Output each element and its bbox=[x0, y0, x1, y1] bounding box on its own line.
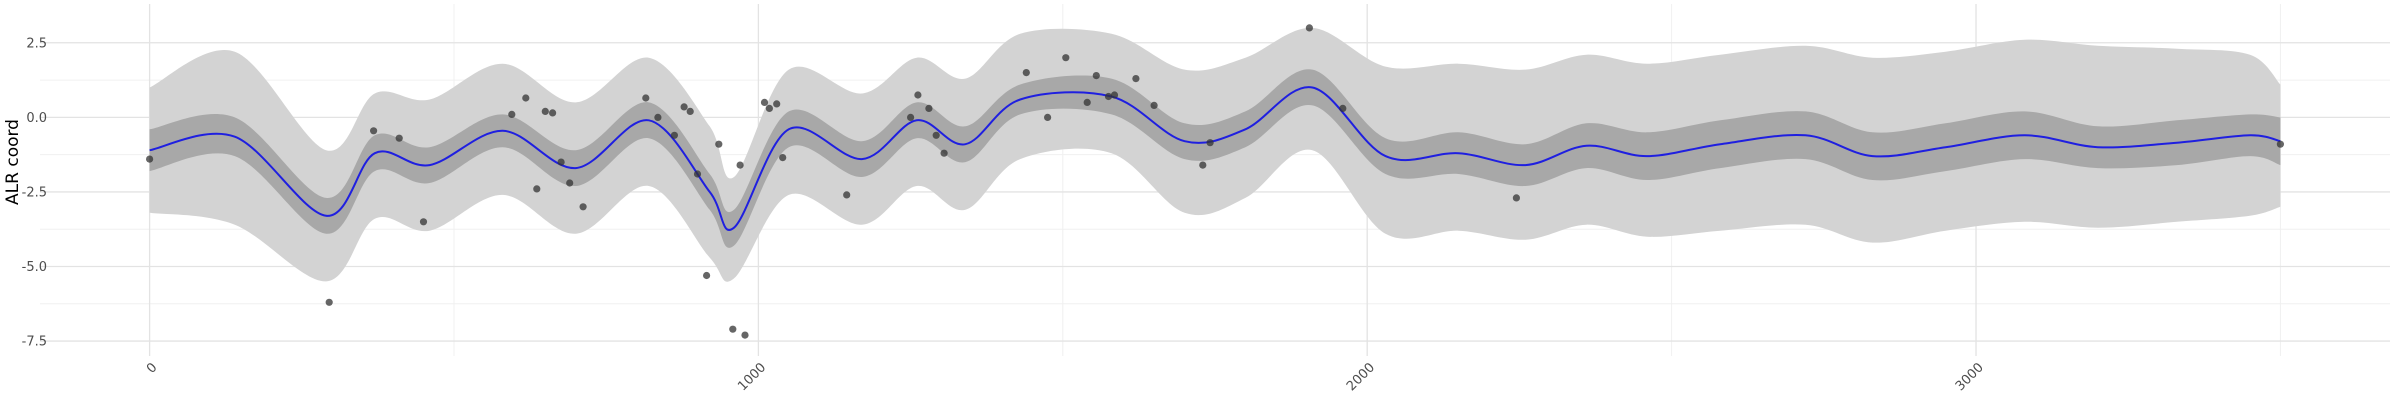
data-point bbox=[2276, 140, 2284, 148]
data-point bbox=[579, 203, 587, 211]
data-point bbox=[932, 131, 940, 139]
y-tick-label: 0.0 bbox=[26, 111, 47, 126]
data-point bbox=[1339, 104, 1347, 112]
data-point bbox=[1512, 194, 1520, 202]
data-point bbox=[907, 113, 915, 121]
x-tick-label: 0 bbox=[144, 360, 160, 376]
y-tick-label: 2.5 bbox=[26, 36, 47, 51]
data-point bbox=[557, 158, 565, 166]
data-point bbox=[925, 104, 933, 112]
mean-line bbox=[149, 86, 2281, 231]
data-point bbox=[146, 155, 154, 163]
data-point bbox=[765, 104, 774, 112]
data-point bbox=[760, 98, 769, 106]
data-point bbox=[729, 325, 737, 333]
observations bbox=[146, 24, 2284, 339]
data-point bbox=[1110, 91, 1119, 99]
data-point bbox=[325, 298, 333, 306]
data-point bbox=[533, 185, 541, 193]
y-axis-tick-labels: -7.5 -5.0 -2.5 0.0 2.5 bbox=[22, 36, 47, 349]
y-tick-label: -2.5 bbox=[22, 185, 47, 200]
data-point bbox=[549, 109, 557, 117]
data-point bbox=[736, 161, 744, 169]
data-point bbox=[1044, 113, 1052, 121]
data-point bbox=[419, 218, 428, 226]
y-axis-title: ALR coord bbox=[3, 119, 23, 205]
data-point bbox=[680, 103, 688, 111]
data-point bbox=[1132, 75, 1140, 83]
data-point bbox=[1199, 161, 1207, 169]
data-point bbox=[779, 154, 787, 162]
data-point bbox=[670, 131, 679, 139]
data-point bbox=[1104, 92, 1113, 101]
data-point bbox=[1150, 101, 1158, 109]
data-point bbox=[693, 170, 702, 178]
data-point bbox=[541, 107, 549, 115]
data-point bbox=[654, 113, 662, 121]
data-point bbox=[773, 100, 781, 108]
data-point bbox=[566, 179, 574, 187]
data-point bbox=[508, 110, 516, 118]
bands bbox=[149, 27, 2281, 282]
data-point bbox=[715, 140, 723, 148]
data-point bbox=[741, 331, 749, 339]
y-tick-label: -7.5 bbox=[22, 335, 47, 350]
data-point bbox=[1206, 139, 1214, 147]
data-point bbox=[1092, 72, 1100, 80]
inner-credible-band bbox=[149, 69, 2281, 248]
x-tick-label: 2000 bbox=[1344, 360, 1378, 394]
x-axis-tick-labels: 0 1000 2000 3000 bbox=[144, 360, 1987, 394]
y-tick-label: -5.0 bbox=[22, 260, 47, 275]
data-point bbox=[395, 134, 403, 142]
x-tick-label: 3000 bbox=[1953, 360, 1987, 394]
data-point bbox=[1083, 98, 1091, 106]
x-tick-label: 1000 bbox=[735, 360, 769, 394]
data-point bbox=[1305, 24, 1313, 32]
data-point bbox=[703, 271, 711, 280]
data-point bbox=[686, 107, 694, 115]
data-point bbox=[940, 149, 948, 157]
data-point bbox=[642, 94, 650, 102]
data-point bbox=[522, 94, 530, 102]
data-point bbox=[370, 127, 378, 135]
data-point bbox=[843, 191, 851, 199]
data-point bbox=[1062, 54, 1070, 62]
data-point bbox=[1022, 69, 1030, 77]
data-point bbox=[914, 91, 922, 99]
